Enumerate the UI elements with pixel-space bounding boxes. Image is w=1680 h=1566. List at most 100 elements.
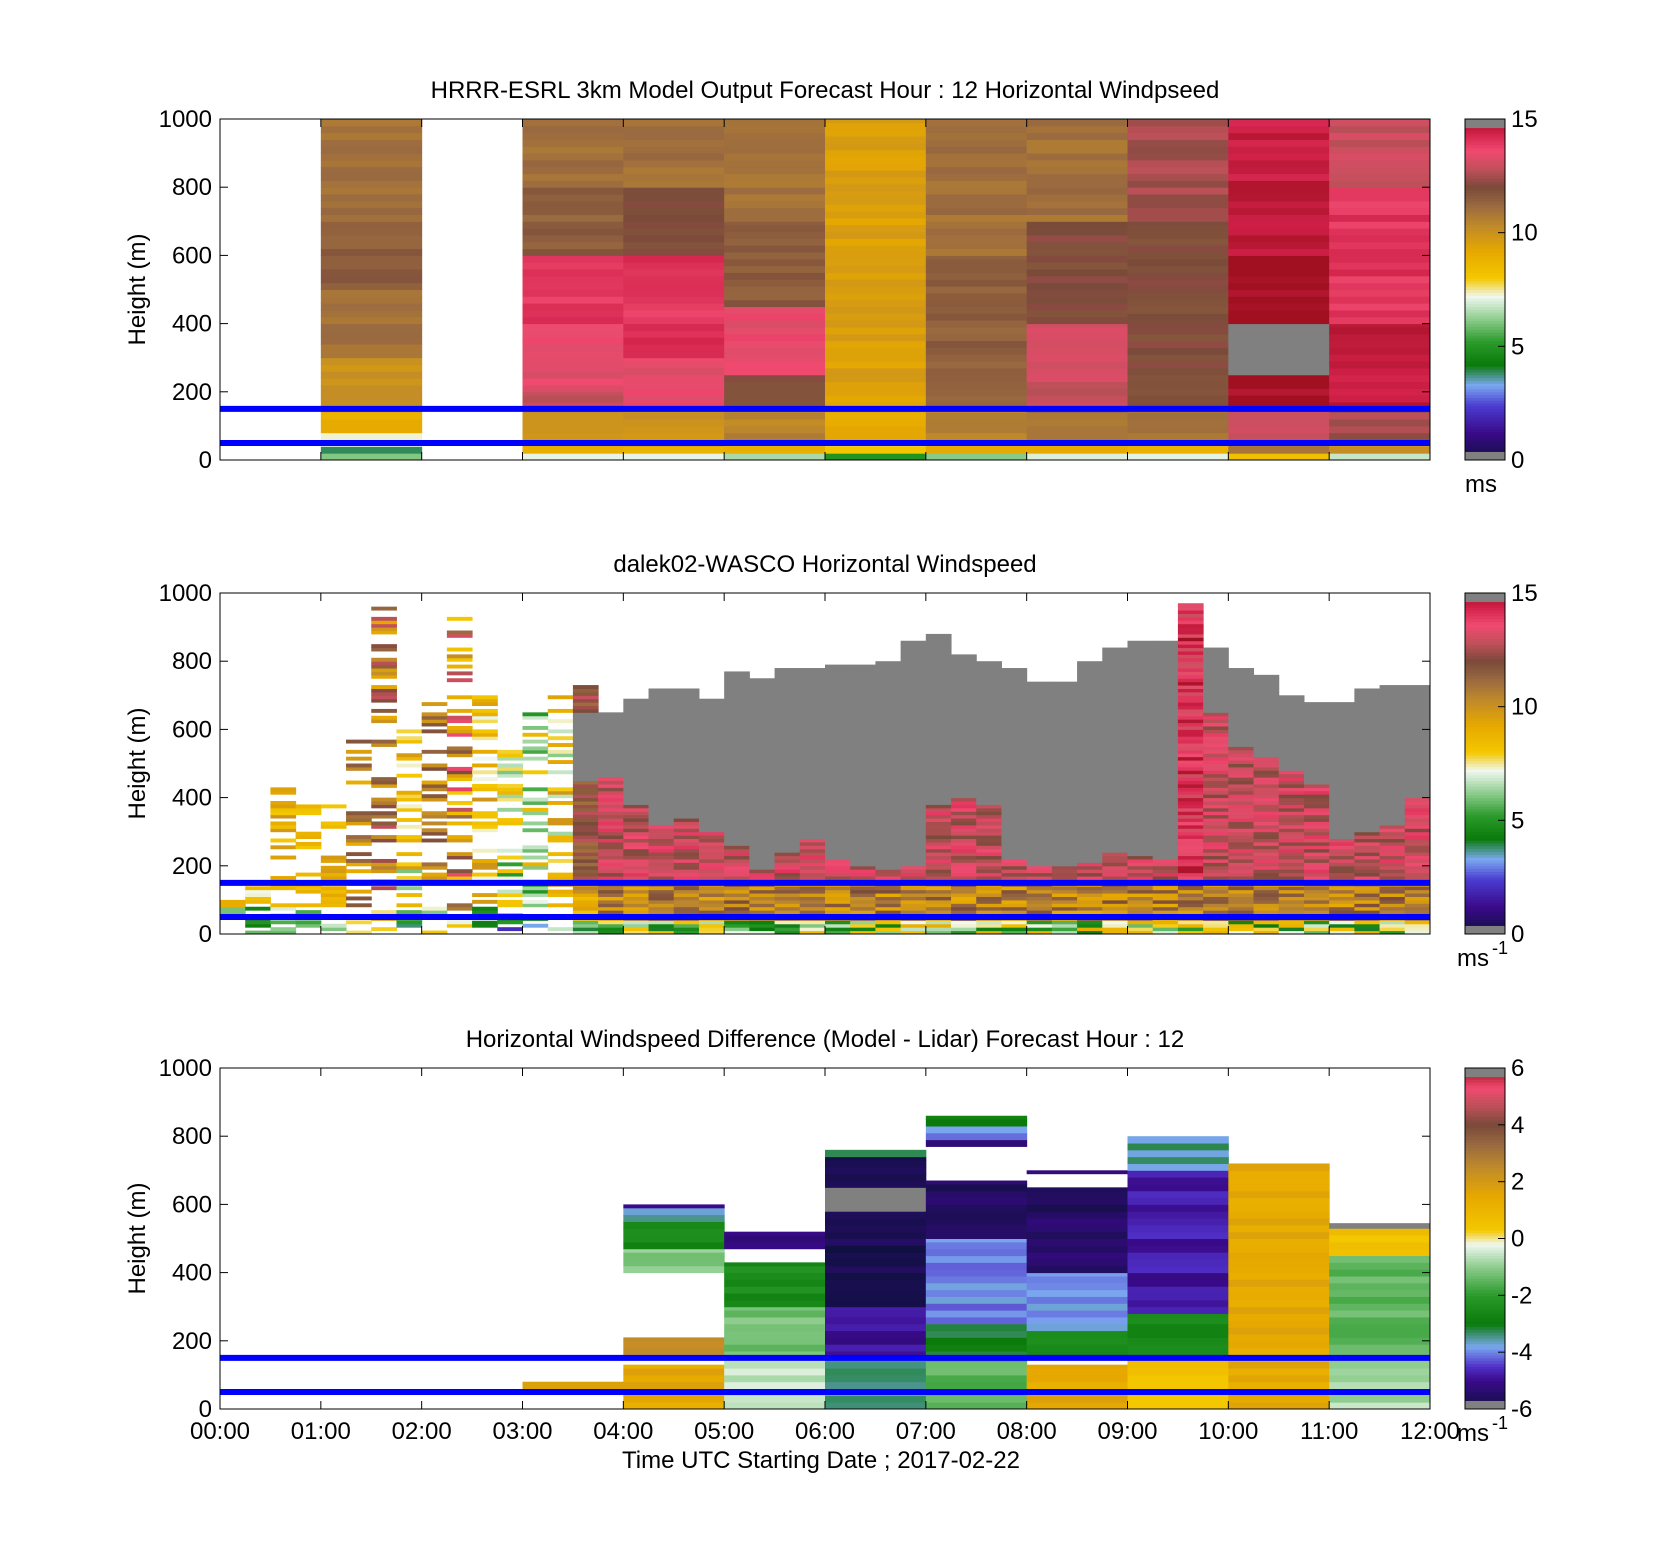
- heatmap-cell: [623, 1207, 725, 1216]
- heatmap-cell: [1404, 899, 1431, 904]
- heatmap-cell: [875, 729, 902, 734]
- heatmap-cell: [1127, 1224, 1229, 1233]
- heatmap-cell: [371, 623, 397, 628]
- heatmap-cell: [1329, 746, 1355, 751]
- heatmap-cell: [1253, 923, 1280, 928]
- heatmap-cell: [522, 350, 624, 359]
- heatmap-cell: [446, 807, 473, 812]
- heatmap-cell: [623, 797, 650, 802]
- heatmap-cell: [1228, 1395, 1330, 1403]
- heatmap-cell: [875, 668, 902, 672]
- heatmap-cell: [497, 927, 523, 932]
- colorbar-swatch: [1465, 258, 1505, 262]
- heatmap-cell: [925, 125, 1028, 134]
- heatmap-cell: [1228, 756, 1255, 761]
- heatmap-cell: [472, 787, 498, 792]
- heatmap-cell: [1278, 841, 1305, 846]
- heatmap-cell: [1177, 647, 1204, 652]
- heatmap-cell: [1303, 722, 1330, 727]
- heatmap-cell: [1404, 756, 1431, 761]
- heatmap-cell: [749, 777, 776, 782]
- heatmap-cell: [320, 248, 423, 256]
- heatmap-cell: [320, 899, 347, 904]
- heatmap-cell: [825, 828, 851, 833]
- heatmap-cell: [371, 865, 397, 870]
- heatmap-cell: [1278, 773, 1305, 778]
- heatmap-cell: [1329, 187, 1431, 195]
- heatmap-cell: [925, 927, 952, 932]
- heatmap-cell: [1329, 862, 1355, 867]
- heatmap-cell: [1228, 1245, 1330, 1253]
- heatmap-cell: [875, 920, 902, 925]
- heatmap-cell: [749, 760, 776, 764]
- heatmap-cell: [1253, 698, 1280, 703]
- heatmap-cell: [320, 876, 347, 880]
- heatmap-cell: [648, 869, 675, 874]
- panel-3: Horizontal Windspeed Difference (Model -…: [124, 1026, 1532, 1447]
- heatmap-cell: [623, 821, 650, 826]
- colorbar-swatch: [1465, 769, 1505, 773]
- heatmap-cell: [396, 903, 423, 908]
- heatmap-cell: [1077, 743, 1103, 747]
- heatmap-cell: [1379, 729, 1406, 734]
- colorbar-swatch: [1465, 1124, 1505, 1129]
- heatmap-cell: [572, 715, 599, 720]
- heatmap-cell: [1404, 715, 1431, 720]
- heatmap-cell: [875, 835, 902, 840]
- heatmap-cell: [1253, 787, 1280, 792]
- heatmap-cell: [825, 1265, 927, 1274]
- heatmap-cell: [976, 661, 1002, 666]
- heatmap-cell: [825, 674, 851, 679]
- heatmap-cell: [1329, 773, 1355, 778]
- heatmap-cell: [825, 1323, 927, 1332]
- heatmap-cell: [925, 903, 952, 908]
- heatmap-cell: [1329, 1374, 1431, 1383]
- heatmap-cell: [1329, 896, 1355, 901]
- heatmap-cell: [976, 814, 1002, 819]
- heatmap-cell: [446, 814, 473, 819]
- heatmap-cell: [1404, 766, 1431, 771]
- heatmap-cell: [1127, 739, 1154, 744]
- heatmap-cell: [1354, 838, 1381, 843]
- heatmap-cell: [1177, 732, 1204, 737]
- heatmap-cell: [1026, 1344, 1128, 1352]
- heatmap-cell: [371, 797, 397, 802]
- heatmap-cell: [1404, 872, 1431, 877]
- heatmap-cell: [875, 848, 902, 853]
- heatmap-cell: [799, 749, 826, 754]
- heatmap-cell: [976, 910, 1002, 915]
- heatmap-cell: [1001, 920, 1028, 925]
- heatmap-cell: [1228, 855, 1255, 860]
- heatmap-cell: [698, 804, 725, 809]
- colorbar-swatch: [1465, 272, 1505, 276]
- heatmap-cell: [1329, 797, 1355, 802]
- heatmap-cell: [1228, 910, 1255, 915]
- colorbar-swatch: [1465, 621, 1505, 625]
- heatmap-cell: [1354, 729, 1381, 734]
- heatmap-cell: [673, 783, 700, 788]
- heatmap-cell: [1026, 347, 1128, 355]
- heatmap-cell: [1278, 903, 1305, 908]
- heatmap-cell: [951, 756, 977, 761]
- heatmap-cell: [572, 807, 599, 812]
- heatmap-cell: [1127, 279, 1229, 287]
- heatmap-cell: [1253, 715, 1280, 720]
- heatmap-cell: [1127, 903, 1154, 908]
- heatmap-cell: [1102, 797, 1128, 802]
- heatmap-cell: [976, 824, 1002, 829]
- heatmap-cell: [1001, 801, 1028, 805]
- heatmap-cell: [598, 930, 624, 935]
- heatmap-cell: [1203, 872, 1229, 877]
- heatmap-cell: [925, 753, 952, 758]
- heatmap-cell: [1203, 715, 1229, 720]
- heatmap-cell: [1329, 841, 1355, 846]
- colorbar-swatch: [1465, 749, 1505, 753]
- heatmap-cell: [1228, 432, 1330, 441]
- heatmap-cell: [623, 920, 650, 925]
- colorbar-swatch: [1465, 283, 1505, 288]
- colorbar-swatch: [1465, 1187, 1505, 1191]
- heatmap-cell: [925, 367, 1028, 376]
- heatmap-cell: [951, 702, 977, 707]
- heatmap-cell: [1354, 715, 1381, 720]
- heatmap-cell: [1203, 725, 1229, 730]
